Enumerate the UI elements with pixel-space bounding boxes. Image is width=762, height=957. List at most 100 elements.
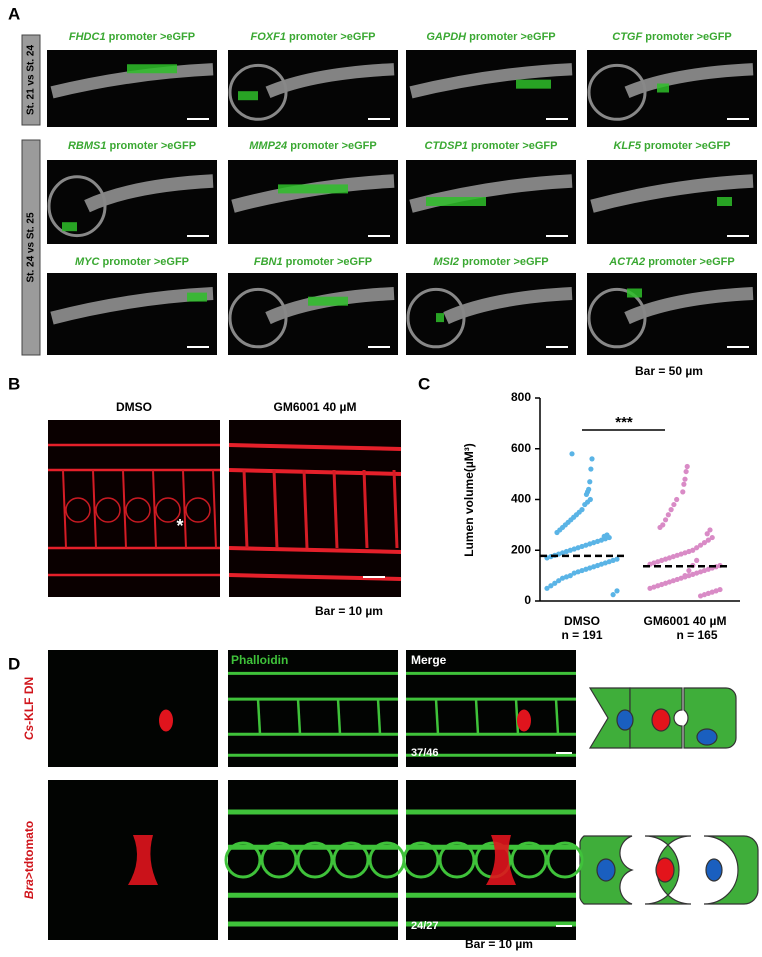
tdtomato-signal <box>128 835 158 885</box>
data-point <box>668 507 674 513</box>
data-point <box>544 585 550 591</box>
membrane <box>514 699 520 735</box>
data-point <box>647 585 653 591</box>
tdtomato-signal <box>486 835 516 885</box>
gene-name: CTDSP1 <box>425 140 468 152</box>
image-title: KLF5 promoter >eGFP <box>613 140 730 152</box>
membrane <box>272 469 279 549</box>
membrane <box>228 443 402 451</box>
micrograph <box>47 160 217 244</box>
cell <box>260 841 298 879</box>
title-text: promoter >eGFP <box>641 140 731 152</box>
gfp-signal <box>426 197 486 206</box>
data-point <box>686 567 692 574</box>
group-box <box>21 34 41 126</box>
y-tick-label: 400 <box>511 492 531 506</box>
title-text: promoter >eGFP <box>99 256 189 268</box>
data-point <box>682 476 688 482</box>
panel-label: C <box>418 374 430 393</box>
panel-label: A <box>8 4 20 23</box>
data-point <box>680 489 686 495</box>
embryo <box>265 63 395 99</box>
data-point <box>556 578 562 584</box>
image-title: FBN1 promoter >eGFP <box>254 256 372 268</box>
embryo <box>409 63 573 99</box>
image-title: MMP24 promoter >eGFP <box>249 140 376 152</box>
data-point <box>683 468 689 475</box>
title-text: promoter >eGFP <box>106 140 196 152</box>
image-title: ACTA2 promoter >eGFP <box>608 256 734 268</box>
membrane <box>296 699 302 735</box>
gene-name: RBMS1 <box>68 140 107 152</box>
data-point <box>582 501 588 508</box>
data-point <box>610 592 616 598</box>
image-title: FOXF1 promoter >eGFP <box>251 31 376 43</box>
significance: *** <box>615 414 633 431</box>
micrograph <box>228 50 398 127</box>
image-title: FHDC1 promoter >eGFP <box>69 31 195 43</box>
membrane <box>362 469 369 549</box>
data-point <box>694 557 700 564</box>
y-tick-label: 800 <box>511 390 531 404</box>
cell <box>224 841 262 879</box>
gfp-signal <box>62 222 77 232</box>
data-point <box>589 456 595 462</box>
scale-label: Bar = 10 µm <box>315 604 383 618</box>
data-point <box>662 517 669 523</box>
column-title: Phalloidin <box>231 653 288 667</box>
image-title: GAPDH promoter >eGFP <box>426 31 555 43</box>
cell <box>510 841 548 879</box>
micrograph <box>228 273 398 355</box>
membrane <box>62 469 67 549</box>
row-label-italic: Bra <box>22 879 36 899</box>
gene-name: KLF5 <box>613 140 641 152</box>
title-text: promoter >eGFP <box>468 140 558 152</box>
cell <box>332 841 370 879</box>
gfp-signal <box>627 288 642 298</box>
membrane <box>242 469 249 549</box>
micrograph <box>406 273 576 355</box>
membrane <box>554 699 560 735</box>
membrane <box>122 469 127 549</box>
gfp-signal <box>308 296 348 306</box>
gene-name: CTGF <box>612 31 642 43</box>
image-title: MSI2 promoter >eGFP <box>433 256 548 268</box>
row-label: Cs-KLF DN <box>22 677 36 740</box>
embryo <box>84 174 214 213</box>
data-point <box>569 451 575 457</box>
gfp-signal <box>516 79 551 89</box>
n-label: n = 191 <box>561 628 602 642</box>
data-point <box>583 491 590 498</box>
group-label: St. 24 vs St. 25 <box>26 212 37 282</box>
data-point <box>697 542 704 548</box>
data-point <box>571 570 577 576</box>
scale-label: Bar = 10 µm <box>465 937 533 951</box>
micrograph <box>48 650 218 767</box>
cell <box>296 841 334 879</box>
cell <box>155 497 181 523</box>
klf-signal <box>517 709 531 732</box>
title-text: promoter >eGFP <box>286 31 376 43</box>
micrograph <box>587 50 757 127</box>
title-text: promoter >eGFP <box>106 31 196 43</box>
gfp-signal <box>187 292 207 302</box>
gene-name: FHDC1 <box>69 31 106 43</box>
title-text: promoter >eGFP <box>642 31 732 43</box>
gfp-signal <box>717 197 732 206</box>
membrane <box>332 469 339 549</box>
membrane <box>228 468 402 476</box>
embryo-head <box>406 287 466 349</box>
data-point <box>671 501 677 508</box>
count-label: 37/46 <box>411 747 439 759</box>
count-label: 24/27 <box>411 920 439 932</box>
data-point <box>694 545 700 551</box>
data-point <box>709 534 715 541</box>
data-point <box>665 512 671 518</box>
membrane <box>474 699 480 735</box>
membrane <box>434 699 440 735</box>
cell-diagram <box>579 687 759 905</box>
data-point <box>614 588 620 594</box>
gene-name: FBN1 <box>254 256 283 268</box>
data-point <box>705 537 711 543</box>
